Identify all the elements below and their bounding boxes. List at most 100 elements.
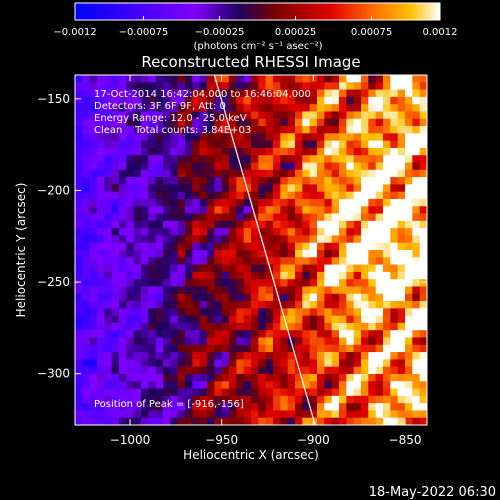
heatmap-cell: [331, 126, 340, 134]
heatmap-cell: [397, 271, 406, 280]
heatmap-cell: [346, 75, 355, 83]
heatmap-cell: [361, 162, 369, 171]
heatmap-cell: [89, 417, 98, 425]
heatmap-cell: [104, 257, 113, 265]
heatmap-cell: [251, 301, 259, 309]
heatmap-cell: [383, 133, 391, 142]
heatmap-cell: [258, 308, 267, 317]
heatmap-cell: [199, 169, 208, 178]
heatmap-cell: [89, 75, 98, 83]
heatmap-cell: [309, 213, 318, 222]
heatmap-cell: [199, 279, 208, 287]
heatmap-cell: [155, 140, 164, 149]
heatmap-cell: [353, 155, 362, 163]
heatmap-cell: [155, 198, 164, 207]
heatmap-cell: [148, 395, 157, 404]
heatmap-cell: [361, 111, 369, 120]
heatmap-cell: [75, 104, 83, 112]
heatmap-cell: [199, 410, 208, 419]
heatmap-cell: [214, 373, 223, 382]
heatmap-cell: [214, 337, 223, 346]
heatmap-cell: [361, 279, 369, 287]
heatmap-cell: [141, 220, 149, 229]
heatmap-cell: [317, 410, 325, 419]
heatmap-cell: [383, 395, 391, 404]
heatmap-cell: [368, 403, 377, 411]
heatmap-cell: [141, 75, 149, 83]
heatmap-cell: [236, 417, 245, 425]
heatmap-cell: [214, 330, 223, 338]
heatmap-cell: [368, 213, 377, 222]
heatmap-cell: [346, 228, 355, 236]
heatmap-cell: [258, 395, 267, 404]
heatmap-cell: [251, 403, 259, 411]
heatmap-cell: [221, 213, 230, 222]
heatmap-cell: [177, 366, 186, 375]
heatmap-cell: [148, 89, 157, 98]
heatmap-cell: [89, 257, 98, 265]
heatmap-cell: [163, 359, 171, 368]
heatmap-cell: [177, 257, 186, 265]
heatmap-cell: [185, 366, 193, 375]
heatmap-cell: [89, 352, 98, 360]
heatmap-cell: [207, 191, 215, 200]
annotation-method-counts: Clean Total counts: 3.84E+03: [94, 125, 251, 136]
heatmap-cell: [390, 118, 399, 127]
heatmap-cell: [104, 133, 113, 142]
heatmap-cell: [82, 352, 91, 360]
heatmap-cell: [251, 126, 259, 134]
heatmap-cell: [236, 82, 245, 90]
heatmap-cell: [280, 308, 289, 317]
heatmap-cell: [170, 388, 179, 397]
heatmap-cell: [346, 388, 355, 397]
heatmap-cell: [412, 301, 421, 309]
heatmap-cell: [243, 177, 252, 185]
heatmap-cell: [361, 140, 369, 149]
heatmap-cell: [111, 235, 120, 244]
heatmap-cell: [273, 301, 281, 309]
heatmap-cell: [104, 359, 113, 368]
heatmap-cell: [207, 388, 215, 397]
heatmap-cell: [317, 133, 325, 142]
heatmap-cell: [104, 118, 113, 127]
heatmap-cell: [141, 301, 149, 309]
heatmap-cell: [375, 191, 384, 200]
heatmap-cell: [75, 286, 83, 295]
heatmap-cell: [192, 220, 201, 229]
heatmap-cell: [302, 82, 311, 90]
heatmap-cell: [317, 147, 325, 156]
heatmap-cell: [302, 162, 311, 171]
heatmap-cell: [295, 96, 303, 105]
heatmap-cell: [148, 337, 157, 346]
heatmap-cell: [89, 337, 98, 346]
heatmap-cell: [339, 337, 347, 346]
heatmap-cell: [346, 162, 355, 171]
heatmap-cell: [155, 96, 164, 105]
heatmap-cell: [273, 228, 281, 236]
heatmap-cell: [133, 322, 142, 331]
heatmap-cell: [126, 381, 135, 389]
heatmap-cell: [82, 118, 91, 127]
heatmap-cell: [419, 177, 427, 185]
heatmap-cell: [346, 147, 355, 156]
heatmap-cell: [214, 279, 223, 287]
heatmap-cell: [163, 344, 171, 353]
heatmap-cell: [287, 177, 296, 185]
heatmap-cell: [287, 162, 296, 171]
heatmap-cell: [309, 89, 318, 98]
heatmap-cell: [339, 177, 347, 185]
heatmap-cell: [236, 359, 245, 368]
heatmap-cell: [163, 75, 171, 83]
heatmap-cell: [192, 330, 201, 338]
heatmap-cell: [324, 191, 333, 200]
heatmap-cell: [287, 104, 296, 112]
heatmap-cell: [111, 381, 120, 389]
heatmap-cell: [419, 126, 427, 134]
heatmap-cell: [119, 271, 127, 280]
heatmap-cell: [229, 82, 237, 90]
heatmap-cell: [82, 403, 91, 411]
heatmap-cell: [390, 242, 399, 251]
heatmap-cell: [390, 308, 399, 317]
heatmap-cell: [302, 169, 311, 178]
heatmap-cell: [339, 242, 347, 251]
